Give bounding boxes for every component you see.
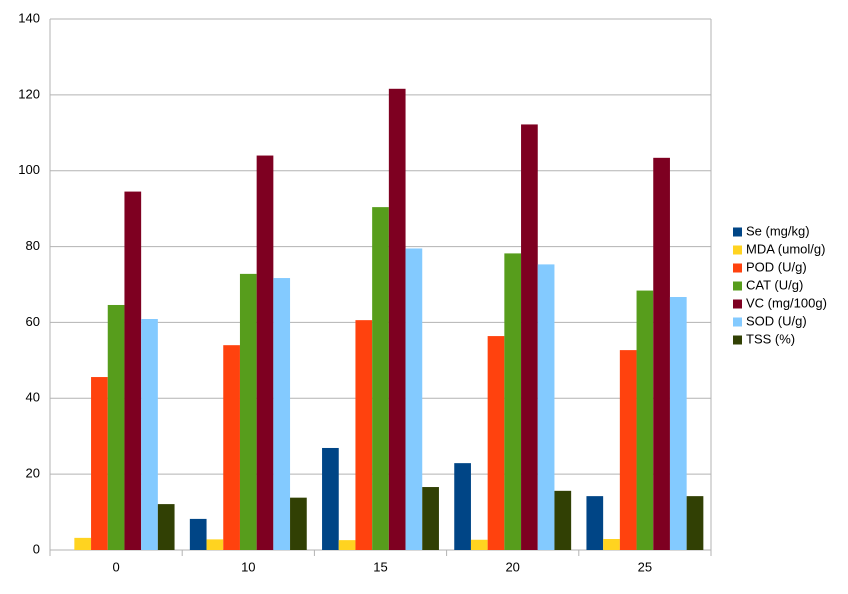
- bar: [273, 278, 291, 550]
- legend-swatch: [733, 335, 742, 345]
- bar: [322, 447, 339, 550]
- y-tick-label: 100: [18, 162, 40, 177]
- bar: [586, 496, 604, 550]
- bar: [554, 490, 572, 550]
- bar: [454, 463, 471, 550]
- x-tick-label: 25: [638, 559, 652, 574]
- bar: [521, 124, 538, 550]
- bar: [422, 487, 439, 550]
- y-tick-label: 80: [26, 238, 40, 253]
- legend-swatch: [733, 227, 742, 237]
- x-tick-label: 15: [373, 559, 387, 574]
- bar: [107, 304, 125, 550]
- y-tick-label: 60: [26, 314, 40, 329]
- y-tick-label: 0: [33, 541, 40, 556]
- bar: [223, 345, 240, 550]
- bar: [669, 297, 687, 550]
- y-tick-label: 40: [26, 390, 40, 405]
- legend-label: MDA (umol/g): [746, 241, 825, 256]
- bar: [355, 320, 373, 550]
- legend-label: SOD (U/g): [746, 313, 807, 328]
- x-tick-label: 10: [241, 559, 255, 574]
- bar: [603, 539, 620, 550]
- bar: [487, 336, 505, 550]
- bar: [686, 496, 704, 550]
- legend-label: Se (mg/kg): [746, 223, 810, 238]
- legend-label: VC (mg/100g): [746, 295, 827, 310]
- bar: [338, 540, 356, 550]
- legend-label: CAT (U/g): [746, 277, 803, 292]
- bar: [636, 290, 654, 550]
- bar: [206, 539, 224, 550]
- bar: [619, 350, 637, 550]
- legend-swatch: [733, 245, 742, 255]
- bar: [470, 539, 488, 550]
- legend-swatch: [733, 317, 742, 327]
- bar: [239, 273, 257, 550]
- y-tick-label: 120: [18, 86, 40, 101]
- bar: [290, 497, 307, 550]
- bar: [74, 537, 92, 550]
- y-tick-label: 20: [26, 466, 40, 481]
- bar: [189, 518, 207, 550]
- bar: [388, 88, 406, 550]
- bar: [537, 264, 555, 550]
- bar: [124, 191, 142, 550]
- legend-swatch: [733, 263, 742, 273]
- bar: [91, 377, 108, 550]
- bar: [157, 504, 175, 550]
- bar: [141, 319, 158, 550]
- legend-label: POD (U/g): [746, 259, 807, 274]
- legend-swatch: [733, 299, 742, 309]
- x-tick-label: 0: [112, 559, 119, 574]
- legend-label: TSS (%): [746, 331, 795, 346]
- bar: [405, 248, 423, 551]
- legend-swatch: [733, 281, 742, 291]
- bar: [504, 253, 522, 551]
- bar: [653, 157, 670, 550]
- y-tick-label: 140: [18, 10, 40, 25]
- x-tick-label: 20: [505, 559, 519, 574]
- bar: [372, 207, 389, 550]
- bar: [256, 155, 274, 551]
